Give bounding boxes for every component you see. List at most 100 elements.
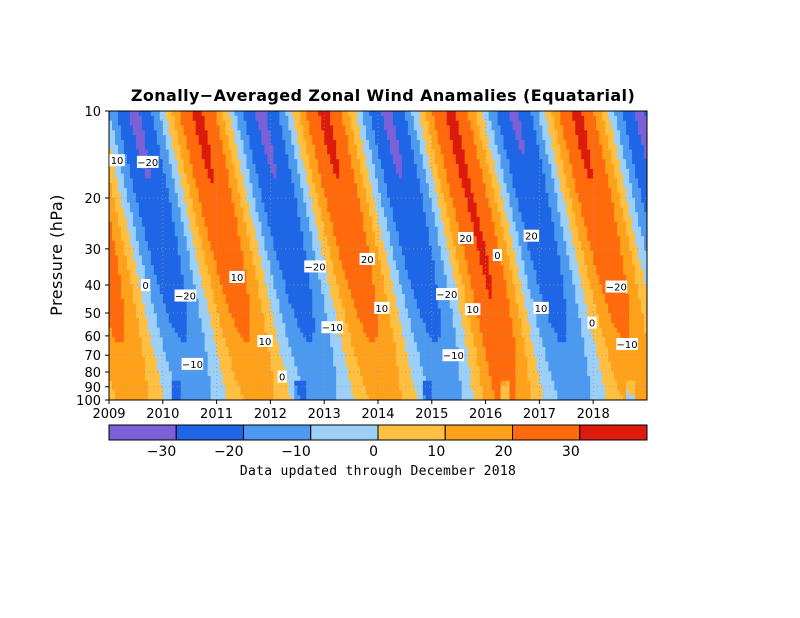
field-cell: [294, 207, 298, 213]
field-cell: [207, 120, 212, 126]
field-cell: [306, 313, 310, 319]
field-cell: [156, 361, 161, 367]
field-cell: [333, 260, 337, 266]
field-cell: [261, 318, 265, 324]
field-cell: [162, 375, 167, 382]
field-cell: [228, 322, 232, 329]
field-cell: [153, 337, 158, 343]
field-cell: [180, 154, 185, 160]
field-cell: [138, 380, 143, 386]
field-cell: [126, 342, 131, 348]
field-cell: [162, 125, 167, 131]
field-cell: [276, 221, 280, 227]
field-cell: [279, 284, 283, 290]
field-cell: [225, 159, 229, 165]
field-cell: [228, 154, 232, 160]
field-cell: [267, 284, 271, 290]
field-cell: [318, 159, 322, 165]
field-cell: [126, 385, 131, 391]
field-cell: [237, 236, 241, 242]
field-cell: [210, 221, 215, 227]
field-cell: [159, 313, 164, 319]
field-cell: [270, 125, 274, 131]
field-cell: [210, 159, 215, 165]
field-cell: [138, 375, 143, 382]
field-cell: [339, 120, 343, 126]
field-cell: [150, 226, 155, 232]
field-cell: [231, 245, 235, 252]
field-cell: [129, 294, 134, 300]
field-cell: [240, 347, 244, 353]
field-cell: [225, 197, 229, 203]
field-cell: [288, 115, 292, 122]
field-cell: [348, 366, 352, 372]
field-cell: [210, 149, 215, 155]
field-cell: [153, 294, 158, 300]
field-cell: [129, 216, 134, 223]
field-cell: [165, 303, 170, 309]
field-cell: [300, 366, 304, 372]
field-cell: [153, 318, 158, 324]
field-cell: [291, 269, 295, 276]
field-cell: [135, 342, 140, 348]
field-cell: [180, 188, 185, 194]
field-cell: [306, 130, 310, 136]
field-cell: [261, 380, 265, 386]
field-cell: [297, 173, 301, 179]
field-cell: [153, 342, 158, 348]
field-cell: [120, 231, 125, 237]
field-cell: [294, 241, 298, 247]
field-cell: [258, 269, 262, 276]
field-cell: [297, 178, 301, 184]
field-cell: [132, 289, 137, 295]
field-cell: [270, 192, 274, 199]
field-cell: [165, 207, 170, 213]
field-cell: [246, 202, 250, 208]
field-cell: [198, 342, 203, 348]
field-cell: [264, 226, 268, 232]
field-cell: [264, 289, 268, 295]
field-cell: [303, 390, 307, 396]
field-cell: [252, 265, 256, 271]
field-cell: [318, 342, 322, 348]
field-cell: [318, 188, 322, 194]
field-cell: [216, 294, 220, 300]
field-cell: [222, 111, 226, 117]
field-cell: [198, 303, 203, 309]
field-cell: [249, 279, 253, 285]
field-cell: [192, 130, 197, 136]
field-cell: [135, 347, 140, 353]
field-cell: [258, 347, 262, 353]
field-cell: [291, 303, 295, 309]
field-cell: [258, 149, 262, 155]
field-cell: [159, 236, 164, 242]
field-cell: [180, 375, 185, 382]
field-cell: [174, 125, 179, 131]
field-cell: [114, 366, 119, 372]
field-cell: [159, 192, 164, 199]
field-cell: [109, 313, 113, 319]
field-cell: [174, 395, 179, 401]
field-cell: [240, 322, 244, 329]
field-cell: [273, 385, 277, 391]
field-cell: [120, 371, 125, 377]
field-cell: [213, 183, 217, 189]
field-cell: [285, 135, 289, 141]
field-cell: [210, 332, 215, 338]
field-cell: [195, 216, 200, 223]
field-cell: [246, 245, 250, 252]
field-cell: [279, 125, 283, 131]
field-cell: [234, 135, 238, 141]
field-cell: [303, 342, 307, 348]
field-cell: [198, 269, 203, 276]
field-cell: [243, 337, 247, 343]
field-cell: [198, 130, 203, 136]
field-cell: [144, 173, 149, 179]
field-cell: [264, 265, 268, 271]
field-cell: [252, 380, 256, 386]
field-cell: [180, 322, 185, 329]
field-cell: [126, 163, 131, 170]
field-cell: [204, 294, 209, 300]
field-cell: [183, 318, 188, 324]
field-cell: [165, 202, 170, 208]
